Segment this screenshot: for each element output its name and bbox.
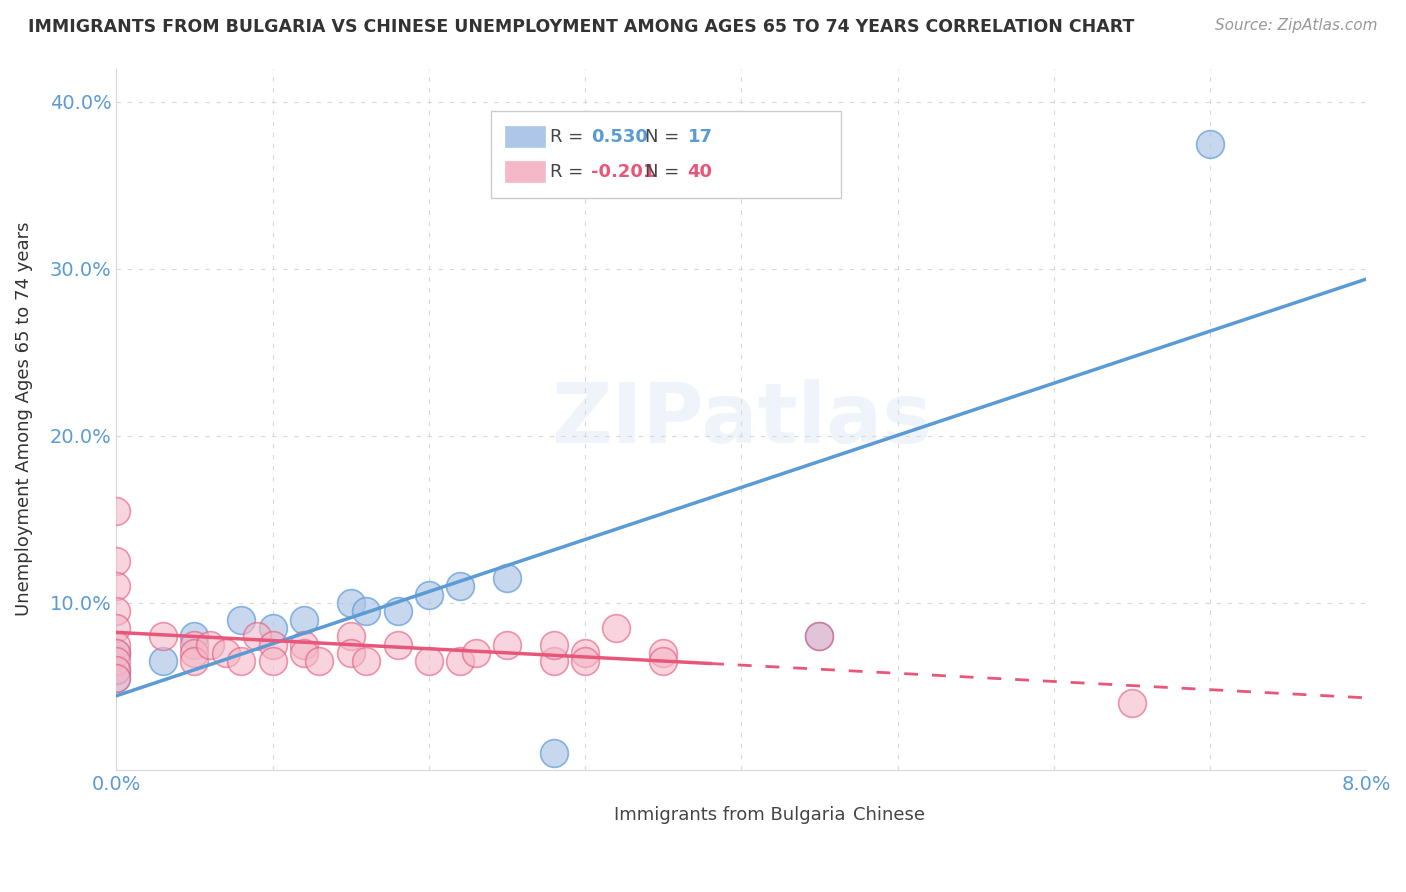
Point [543,638,565,652]
Text: Source: ZipAtlas.com: Source: ZipAtlas.com [1215,18,1378,33]
FancyBboxPatch shape [569,805,610,826]
Y-axis label: Unemployment Among Ages 65 to 74 years: Unemployment Among Ages 65 to 74 years [15,222,32,616]
Point [292,646,315,660]
Point [183,654,205,668]
Point [418,654,440,668]
Point [105,638,128,652]
Point [231,654,253,668]
Point [543,746,565,760]
Point [105,646,128,660]
Point [652,646,675,660]
Point [574,654,596,668]
Point [339,596,361,610]
Point [105,554,128,568]
Point [246,629,269,643]
Point [808,629,831,643]
FancyBboxPatch shape [505,161,546,182]
Text: -0.201: -0.201 [592,162,655,180]
Text: Immigrants from Bulgaria: Immigrants from Bulgaria [614,806,845,824]
Point [262,654,284,668]
Point [231,613,253,627]
Text: R =: R = [550,162,589,180]
Point [1199,136,1222,151]
Point [464,646,486,660]
Text: 0.530: 0.530 [592,128,648,145]
Point [262,621,284,635]
Point [105,504,128,518]
Point [183,646,205,660]
Point [605,621,627,635]
Point [152,654,174,668]
Point [652,654,675,668]
Point [292,613,315,627]
Point [183,629,205,643]
Point [214,646,236,660]
Text: Chinese: Chinese [852,806,925,824]
Point [262,638,284,652]
Point [356,654,378,668]
Point [292,638,315,652]
Point [449,654,471,668]
Point [496,638,519,652]
Point [387,638,409,652]
Text: ZIPatlas: ZIPatlas [551,379,932,459]
Point [105,671,128,685]
FancyBboxPatch shape [491,111,841,198]
Point [308,654,330,668]
Point [105,663,128,677]
Point [808,629,831,643]
Point [418,587,440,601]
Text: IMMIGRANTS FROM BULGARIA VS CHINESE UNEMPLOYMENT AMONG AGES 65 TO 74 YEARS CORRE: IMMIGRANTS FROM BULGARIA VS CHINESE UNEM… [28,18,1135,36]
Point [105,663,128,677]
Point [105,604,128,618]
Point [339,646,361,660]
Point [356,604,378,618]
Point [105,654,128,668]
Point [105,579,128,593]
Point [183,638,205,652]
Text: R =: R = [550,128,589,145]
FancyBboxPatch shape [505,127,546,146]
Text: N =: N = [645,128,685,145]
Text: 40: 40 [688,162,713,180]
Point [387,604,409,618]
FancyBboxPatch shape [808,805,849,826]
Point [198,638,221,652]
Point [496,571,519,585]
Point [543,654,565,668]
Point [1121,696,1143,710]
Point [152,629,174,643]
Point [105,621,128,635]
Point [105,646,128,660]
Text: 17: 17 [688,128,713,145]
Point [339,629,361,643]
Text: N =: N = [645,162,685,180]
Point [574,646,596,660]
Point [449,579,471,593]
Point [105,671,128,685]
